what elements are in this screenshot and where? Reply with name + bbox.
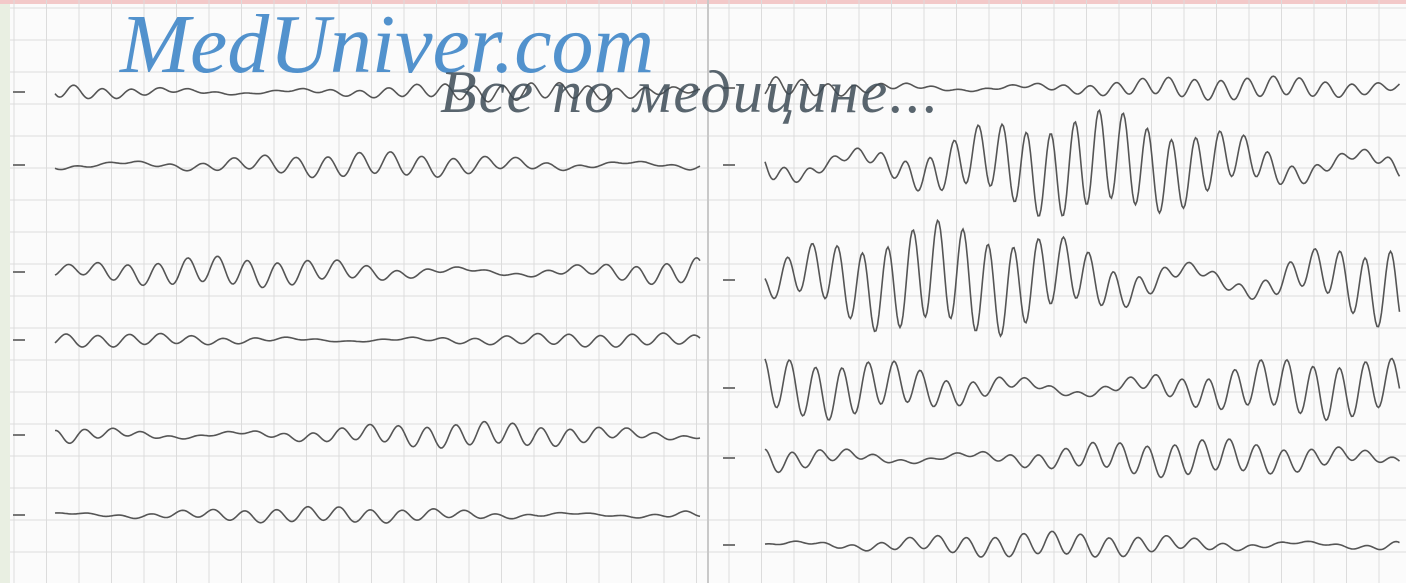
watermark-tagline: Все по медицине...: [440, 59, 940, 125]
ecg-page: MedUniver.com Все по медицине...: [0, 0, 1406, 583]
